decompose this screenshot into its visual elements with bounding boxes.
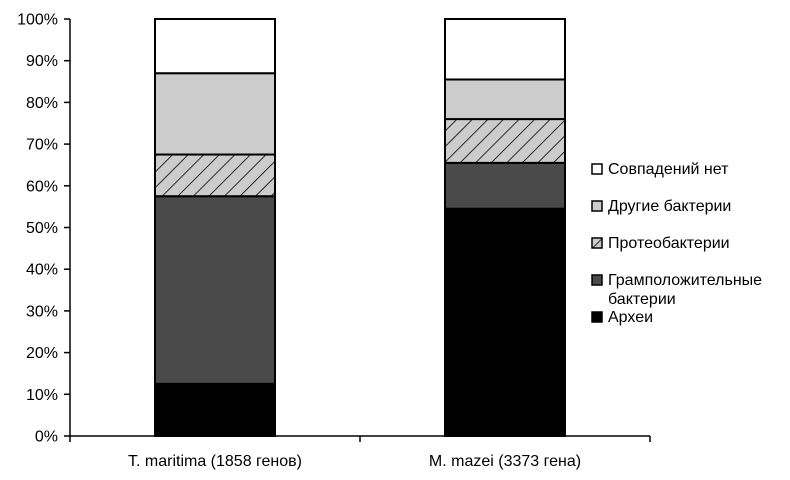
y-tick-label: 40% [26, 262, 58, 279]
legend-label: Совпадений нет [608, 161, 729, 178]
bar-segment [154, 18, 276, 75]
y-tick-label: 100% [17, 12, 58, 29]
axes: 0% 10% 20% 30% 40% 50% 60% 70% 80% 90% 100% T. mari… [17, 12, 651, 470]
bar-segment [154, 195, 276, 385]
legend-swatch [591, 274, 603, 286]
y-tick-label: 0% [35, 429, 58, 446]
y-tick-label: 90% [26, 53, 58, 70]
bar-segment [444, 161, 566, 210]
legend-swatch [591, 311, 603, 323]
y-tick-label: 50% [26, 220, 58, 237]
y-tick-label: 60% [26, 178, 58, 195]
bar-segment [154, 153, 276, 198]
legend-swatch [591, 237, 603, 249]
y-tick-label: 70% [26, 137, 58, 154]
bar-segment [154, 72, 276, 156]
legend-swatch [591, 200, 603, 212]
category-label: M. mazei (3373 гена) [429, 453, 581, 470]
legend-label-line: Грамположительные [608, 272, 762, 289]
legend-label-line: бактерии [608, 291, 676, 308]
bar-segment [444, 18, 566, 81]
bars [154, 18, 566, 437]
legend-label: Другие бактерии [608, 198, 731, 215]
bar-segment [444, 78, 566, 121]
legend-label: Протеобактерии [608, 235, 730, 252]
legend-swatch [591, 163, 603, 175]
y-tick-label: 10% [26, 387, 58, 404]
bar-segment [444, 207, 566, 437]
legend: Совпадений нет Другие бактерии Протеобакте… [591, 161, 762, 326]
y-tick-label: 20% [26, 345, 58, 362]
legend-label: Грамположительные бактерии [608, 272, 762, 308]
y-tick-label: 80% [26, 95, 58, 112]
legend-label: Археи [608, 309, 653, 326]
y-tick-label: 30% [26, 303, 58, 320]
bar-segment [444, 118, 566, 164]
bar-segment [154, 382, 276, 437]
category-label: T. maritima (1858 генов) [128, 453, 302, 470]
